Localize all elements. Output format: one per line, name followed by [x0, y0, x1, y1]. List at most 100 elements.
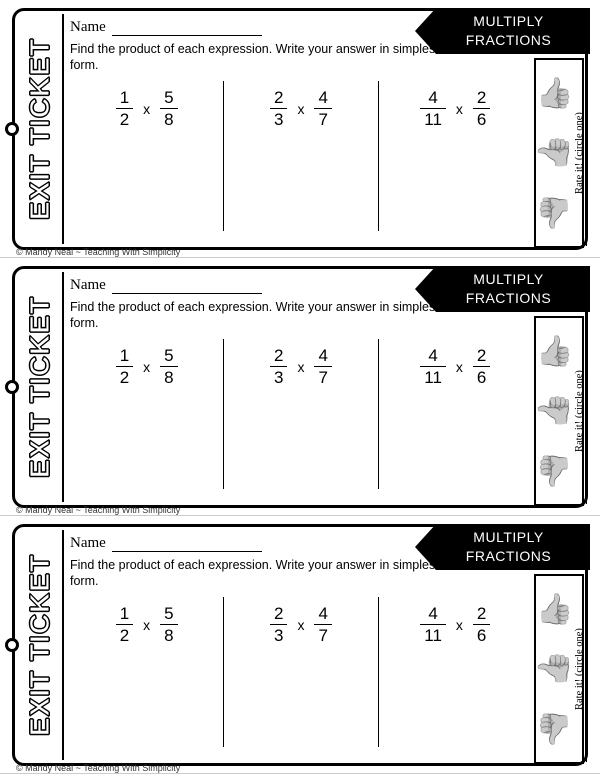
fraction: 58 — [160, 347, 177, 386]
fraction: 26 — [473, 347, 490, 386]
numerator: 2 — [270, 89, 287, 108]
numerator: 4 — [424, 605, 441, 624]
problem-cell: 23 x 47 — [223, 597, 377, 747]
exit-ticket-text: EXIT TICKET — [24, 38, 56, 220]
thumbs-side-icon[interactable]: 👍 — [540, 650, 570, 687]
exit-ticket-label: EXIT TICKET — [18, 530, 64, 760]
exit-ticket-text: EXIT TICKET — [24, 296, 56, 478]
multiply-operator: x — [143, 617, 150, 633]
fraction: 411 — [420, 347, 446, 386]
denominator: 2 — [116, 624, 133, 644]
thumbs-column: 👍 👍 👍 — [536, 576, 573, 762]
name-label: Name — [70, 277, 106, 294]
denominator: 7 — [314, 624, 331, 644]
multiply-operator: x — [456, 617, 463, 633]
denominator: 11 — [420, 366, 446, 386]
denominator: 11 — [420, 108, 446, 128]
name-input-line[interactable] — [112, 280, 262, 294]
fraction: 26 — [473, 605, 490, 644]
multiply-operator: x — [297, 617, 304, 633]
thumbs-up-icon[interactable]: 👍 — [536, 79, 573, 109]
banner-line2: FRACTIONS — [433, 547, 584, 566]
problem-cell: 12x58 — [70, 597, 223, 747]
numerator: 5 — [160, 347, 177, 366]
fraction: 47 — [314, 347, 331, 386]
problem-cell: 12x 58 — [70, 339, 223, 489]
denominator: 8 — [160, 624, 177, 644]
fraction-expression: 411x26 — [420, 89, 490, 128]
numerator: 1 — [116, 605, 133, 624]
problem-cell: 23x47 — [223, 339, 377, 489]
exit-ticket: EXIT TICKETNameMULTIPLYFRACTIONSFind the… — [0, 0, 600, 258]
rate-it-label: Rate it! (circle one) — [573, 318, 587, 504]
title-banner: MULTIPLYFRACTIONS — [415, 8, 590, 54]
numerator: 4 — [314, 347, 331, 366]
banner-line1: MULTIPLY — [433, 270, 584, 289]
rate-it-box: 👍👍👍Rate it! (circle one) — [534, 58, 584, 248]
fraction: 58 — [160, 89, 177, 128]
numerator: 5 — [160, 605, 177, 624]
multiply-operator: x — [143, 359, 150, 375]
fraction-expression: 23 x47 — [270, 89, 332, 128]
denominator: 7 — [314, 366, 331, 386]
multiply-operator: x — [456, 101, 463, 117]
problem-cell: 12 x 58 — [70, 81, 223, 231]
fraction: 23 — [270, 605, 287, 644]
fraction: 47 — [314, 605, 331, 644]
denominator: 3 — [270, 366, 287, 386]
instructions-text: Find the product of each expression. Wri… — [70, 300, 450, 331]
multiply-operator: x — [456, 359, 463, 375]
thumbs-column: 👍 👍 👍 — [536, 318, 573, 504]
denominator: 6 — [473, 108, 490, 128]
denominator: 7 — [314, 108, 331, 128]
denominator: 8 — [160, 108, 177, 128]
title-banner: MULTIPLYFRACTIONS — [415, 524, 590, 570]
banner-line2: FRACTIONS — [433, 289, 584, 308]
numerator: 4 — [314, 89, 331, 108]
ticket-notch — [5, 638, 19, 652]
exit-ticket-text: EXIT TICKET — [24, 554, 56, 736]
multiply-operator: x — [143, 101, 150, 117]
rate-it-box: 👍 👍 👍Rate it! (circle one) — [534, 316, 584, 506]
fraction: 12 — [116, 605, 133, 644]
thumbs-up-icon[interactable]: 👍 — [536, 337, 573, 367]
numerator: 1 — [116, 347, 133, 366]
name-label: Name — [70, 535, 106, 552]
problems-row: 12x5823x47411x26 — [70, 81, 532, 231]
exit-ticket-label: EXIT TICKET — [18, 14, 64, 244]
problem-cell: 23 x47 — [223, 81, 377, 231]
problem-cell: 411x26 — [378, 597, 532, 747]
thumbs-up-icon[interactable]: 👍 — [536, 595, 573, 625]
thumbs-side-icon[interactable]: 👍 — [540, 392, 570, 429]
copyright-text: © Mandy Neal ~ Teaching With Simplicity — [16, 763, 180, 773]
fraction: 58 — [160, 605, 177, 644]
thumbs-down-icon[interactable]: 👍 — [536, 713, 573, 743]
name-input-line[interactable] — [112, 22, 262, 36]
fraction: 12 — [116, 89, 133, 128]
copyright-text: © Mandy Neal ~ Teaching With Simplicity — [16, 247, 180, 257]
thumbs-down-icon[interactable]: 👍 — [536, 455, 573, 485]
fraction: 411 — [420, 89, 446, 128]
problem-cell: 411 x 26 — [378, 339, 532, 489]
exit-ticket: EXIT TICKET Name MULTIPLYFRACTIONSFind the… — [0, 258, 600, 516]
numerator: 4 — [424, 347, 441, 366]
banner-line1: MULTIPLY — [433, 12, 584, 31]
thumbs-side-icon[interactable]: 👍 — [540, 134, 570, 171]
numerator: 1 — [116, 89, 133, 108]
exit-ticket-label: EXIT TICKET — [18, 272, 64, 502]
problem-cell: 411x26 — [378, 81, 532, 231]
fraction: 23 — [270, 89, 287, 128]
rate-it-label: Rate it! (circle one) — [573, 576, 587, 762]
numerator: 2 — [473, 347, 490, 366]
denominator: 2 — [116, 366, 133, 386]
multiply-operator: x — [297, 101, 304, 117]
numerator: 4 — [424, 89, 441, 108]
denominator: 6 — [473, 624, 490, 644]
numerator: 2 — [473, 89, 490, 108]
fraction: 26 — [473, 89, 490, 128]
instructions-text: Find the product of each expression. Wri… — [70, 42, 450, 73]
fraction-expression: 12x 58 — [116, 347, 178, 386]
instructions-text: Find the product of each expression. Wri… — [70, 558, 450, 589]
thumbs-down-icon[interactable]: 👍 — [536, 197, 573, 227]
name-input-line[interactable] — [112, 538, 262, 552]
